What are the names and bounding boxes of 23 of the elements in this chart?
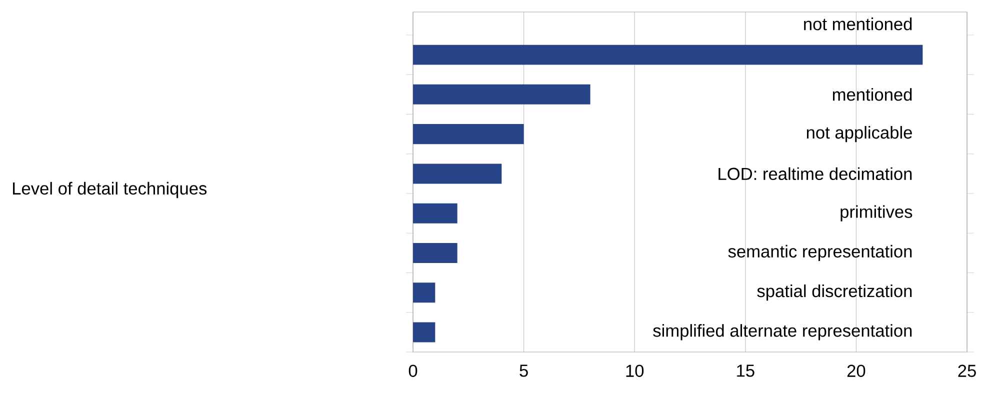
bar	[413, 84, 590, 104]
y-tick-label: primitives	[840, 205, 912, 222]
bar	[413, 203, 458, 224]
y-tick-label: mentioned	[832, 88, 912, 101]
x-tick-label: 25	[958, 364, 976, 377]
y-tick-label: spatial discretization	[757, 284, 912, 301]
bar	[413, 322, 436, 342]
x-tick-label: 10	[626, 364, 644, 377]
bar	[413, 164, 502, 184]
bar	[413, 44, 923, 65]
bar	[413, 282, 436, 303]
x-tick-label: 0	[408, 364, 418, 377]
x-tick-label: 15	[737, 364, 754, 377]
x-tick-label: 5	[520, 364, 528, 377]
bar	[413, 124, 524, 144]
y-tick-label: LOD: realtime decimation	[718, 167, 912, 180]
x-tick-label: 20	[847, 364, 866, 377]
y-tick-label: semantic representation	[728, 244, 912, 262]
text: Level of detail techniques	[13, 182, 207, 198]
bar	[413, 242, 458, 263]
y-tick-label: not applicable	[806, 126, 912, 142]
y-tick-label: simplified alternate representation	[653, 324, 912, 340]
y-tick-label: not mentioned	[804, 18, 912, 30]
